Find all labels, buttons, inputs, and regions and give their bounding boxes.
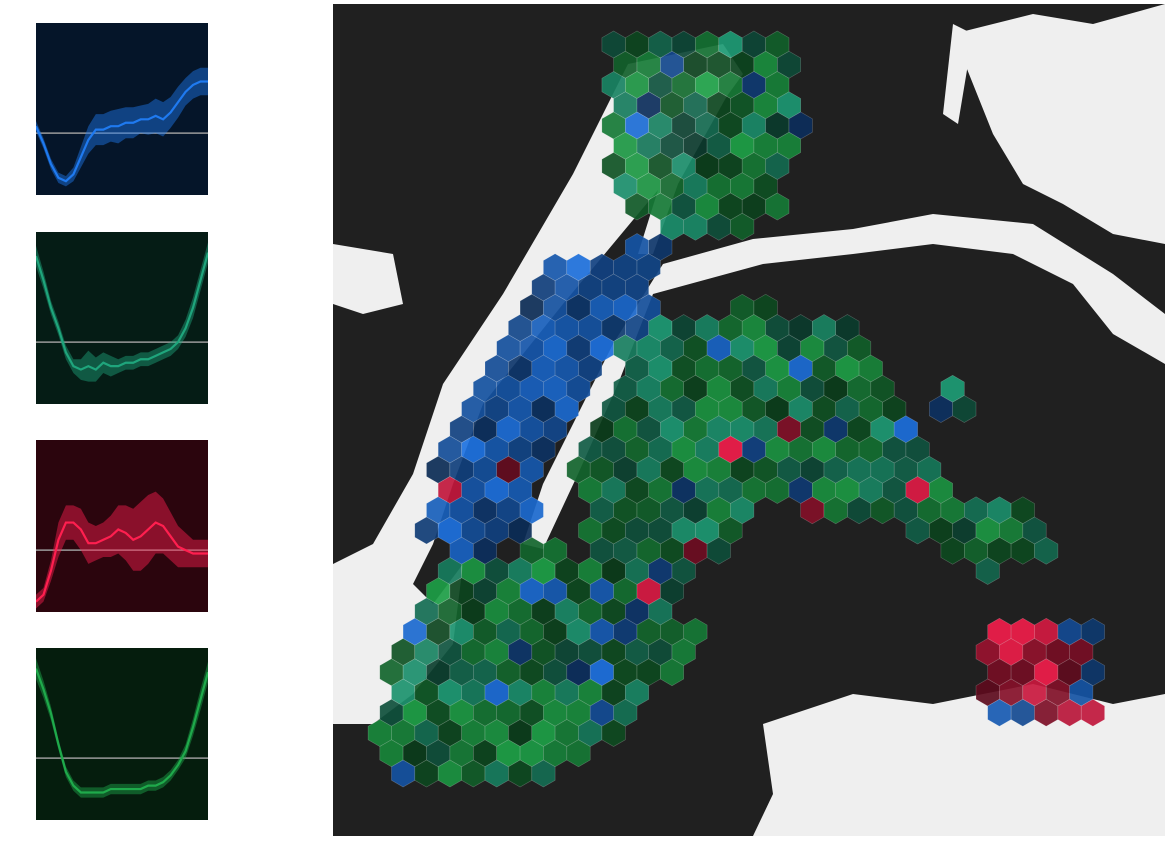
series-line xyxy=(36,252,208,371)
bronx-creek xyxy=(943,24,973,124)
hex-cell-teal xyxy=(952,395,977,423)
hex-cell-teal xyxy=(1034,536,1059,565)
mini-chart-svg xyxy=(36,648,208,820)
sound xyxy=(953,4,1165,244)
kill-van-kull xyxy=(333,684,393,724)
hex-cell-green xyxy=(730,212,755,241)
hexbin-map[interactable] xyxy=(333,4,1165,836)
west-inlet xyxy=(333,244,403,314)
chart-background xyxy=(36,23,208,195)
hex-cell-teal xyxy=(975,557,1000,585)
hex-cell-teal xyxy=(706,536,731,565)
confidence-band xyxy=(36,242,208,382)
mini-chart-svg xyxy=(36,232,208,404)
mini-chart-svg xyxy=(36,440,208,612)
chart-background xyxy=(36,648,208,820)
hex-cell-green xyxy=(601,719,626,747)
mini-chart-teal xyxy=(36,232,208,404)
hex-cell-red xyxy=(1080,698,1105,727)
confidence-band xyxy=(36,67,208,187)
mini-chart-svg xyxy=(36,23,208,195)
mini-chart-green xyxy=(36,648,208,820)
hex-cell-green xyxy=(765,192,790,221)
confidence-band xyxy=(36,491,208,609)
series-line xyxy=(36,80,208,183)
chart-background xyxy=(36,232,208,404)
hex-cell-green xyxy=(566,739,591,768)
jamaica-bay xyxy=(753,684,1165,836)
hex-cell-teal xyxy=(531,759,556,788)
hex-cells xyxy=(367,30,1105,788)
series-line xyxy=(36,521,208,603)
hex-cell-green xyxy=(660,658,685,687)
mini-chart-blue xyxy=(36,23,208,195)
series-line xyxy=(36,668,208,794)
mini-chart-red xyxy=(36,440,208,612)
